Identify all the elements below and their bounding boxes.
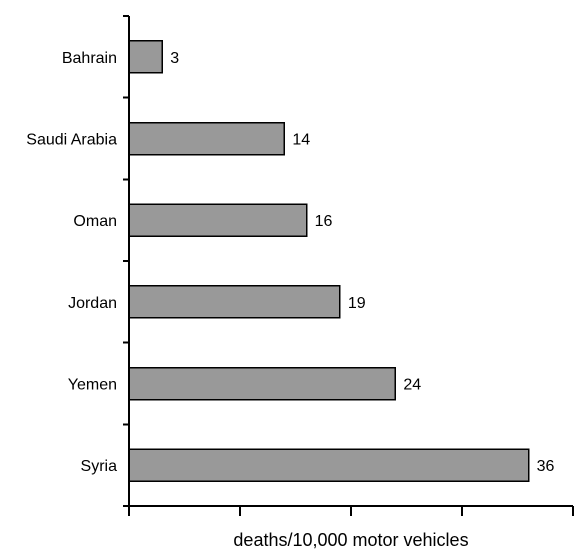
value-label: 14 [292, 132, 310, 149]
category-label: Oman [73, 213, 117, 230]
value-label: 36 [537, 458, 555, 475]
category-label: Saudi Arabia [26, 132, 117, 149]
bar [128, 366, 397, 401]
bar-labels: Bahrain Saudi Arabia Oman Jordan Yemen Syria [26, 50, 117, 475]
bar [128, 40, 164, 74]
category-label: Bahrain [62, 50, 117, 67]
x-axis-label: deaths/10,000 motor vehicles [233, 530, 468, 549]
value-label: 24 [403, 377, 421, 394]
value-label: 3 [170, 50, 179, 67]
value-labels: 3 14 16 19 24 36 [170, 50, 554, 475]
category-label: Syria [81, 458, 118, 475]
bar [128, 121, 286, 156]
category-label: Yemen [68, 377, 117, 394]
value-label: 19 [348, 295, 366, 312]
bar [128, 203, 308, 237]
bars [128, 40, 530, 482]
category-label: Jordan [68, 295, 117, 312]
bar [128, 448, 530, 482]
value-label: 16 [315, 213, 333, 230]
bar [128, 285, 341, 319]
axis-ticks [123, 15, 574, 516]
